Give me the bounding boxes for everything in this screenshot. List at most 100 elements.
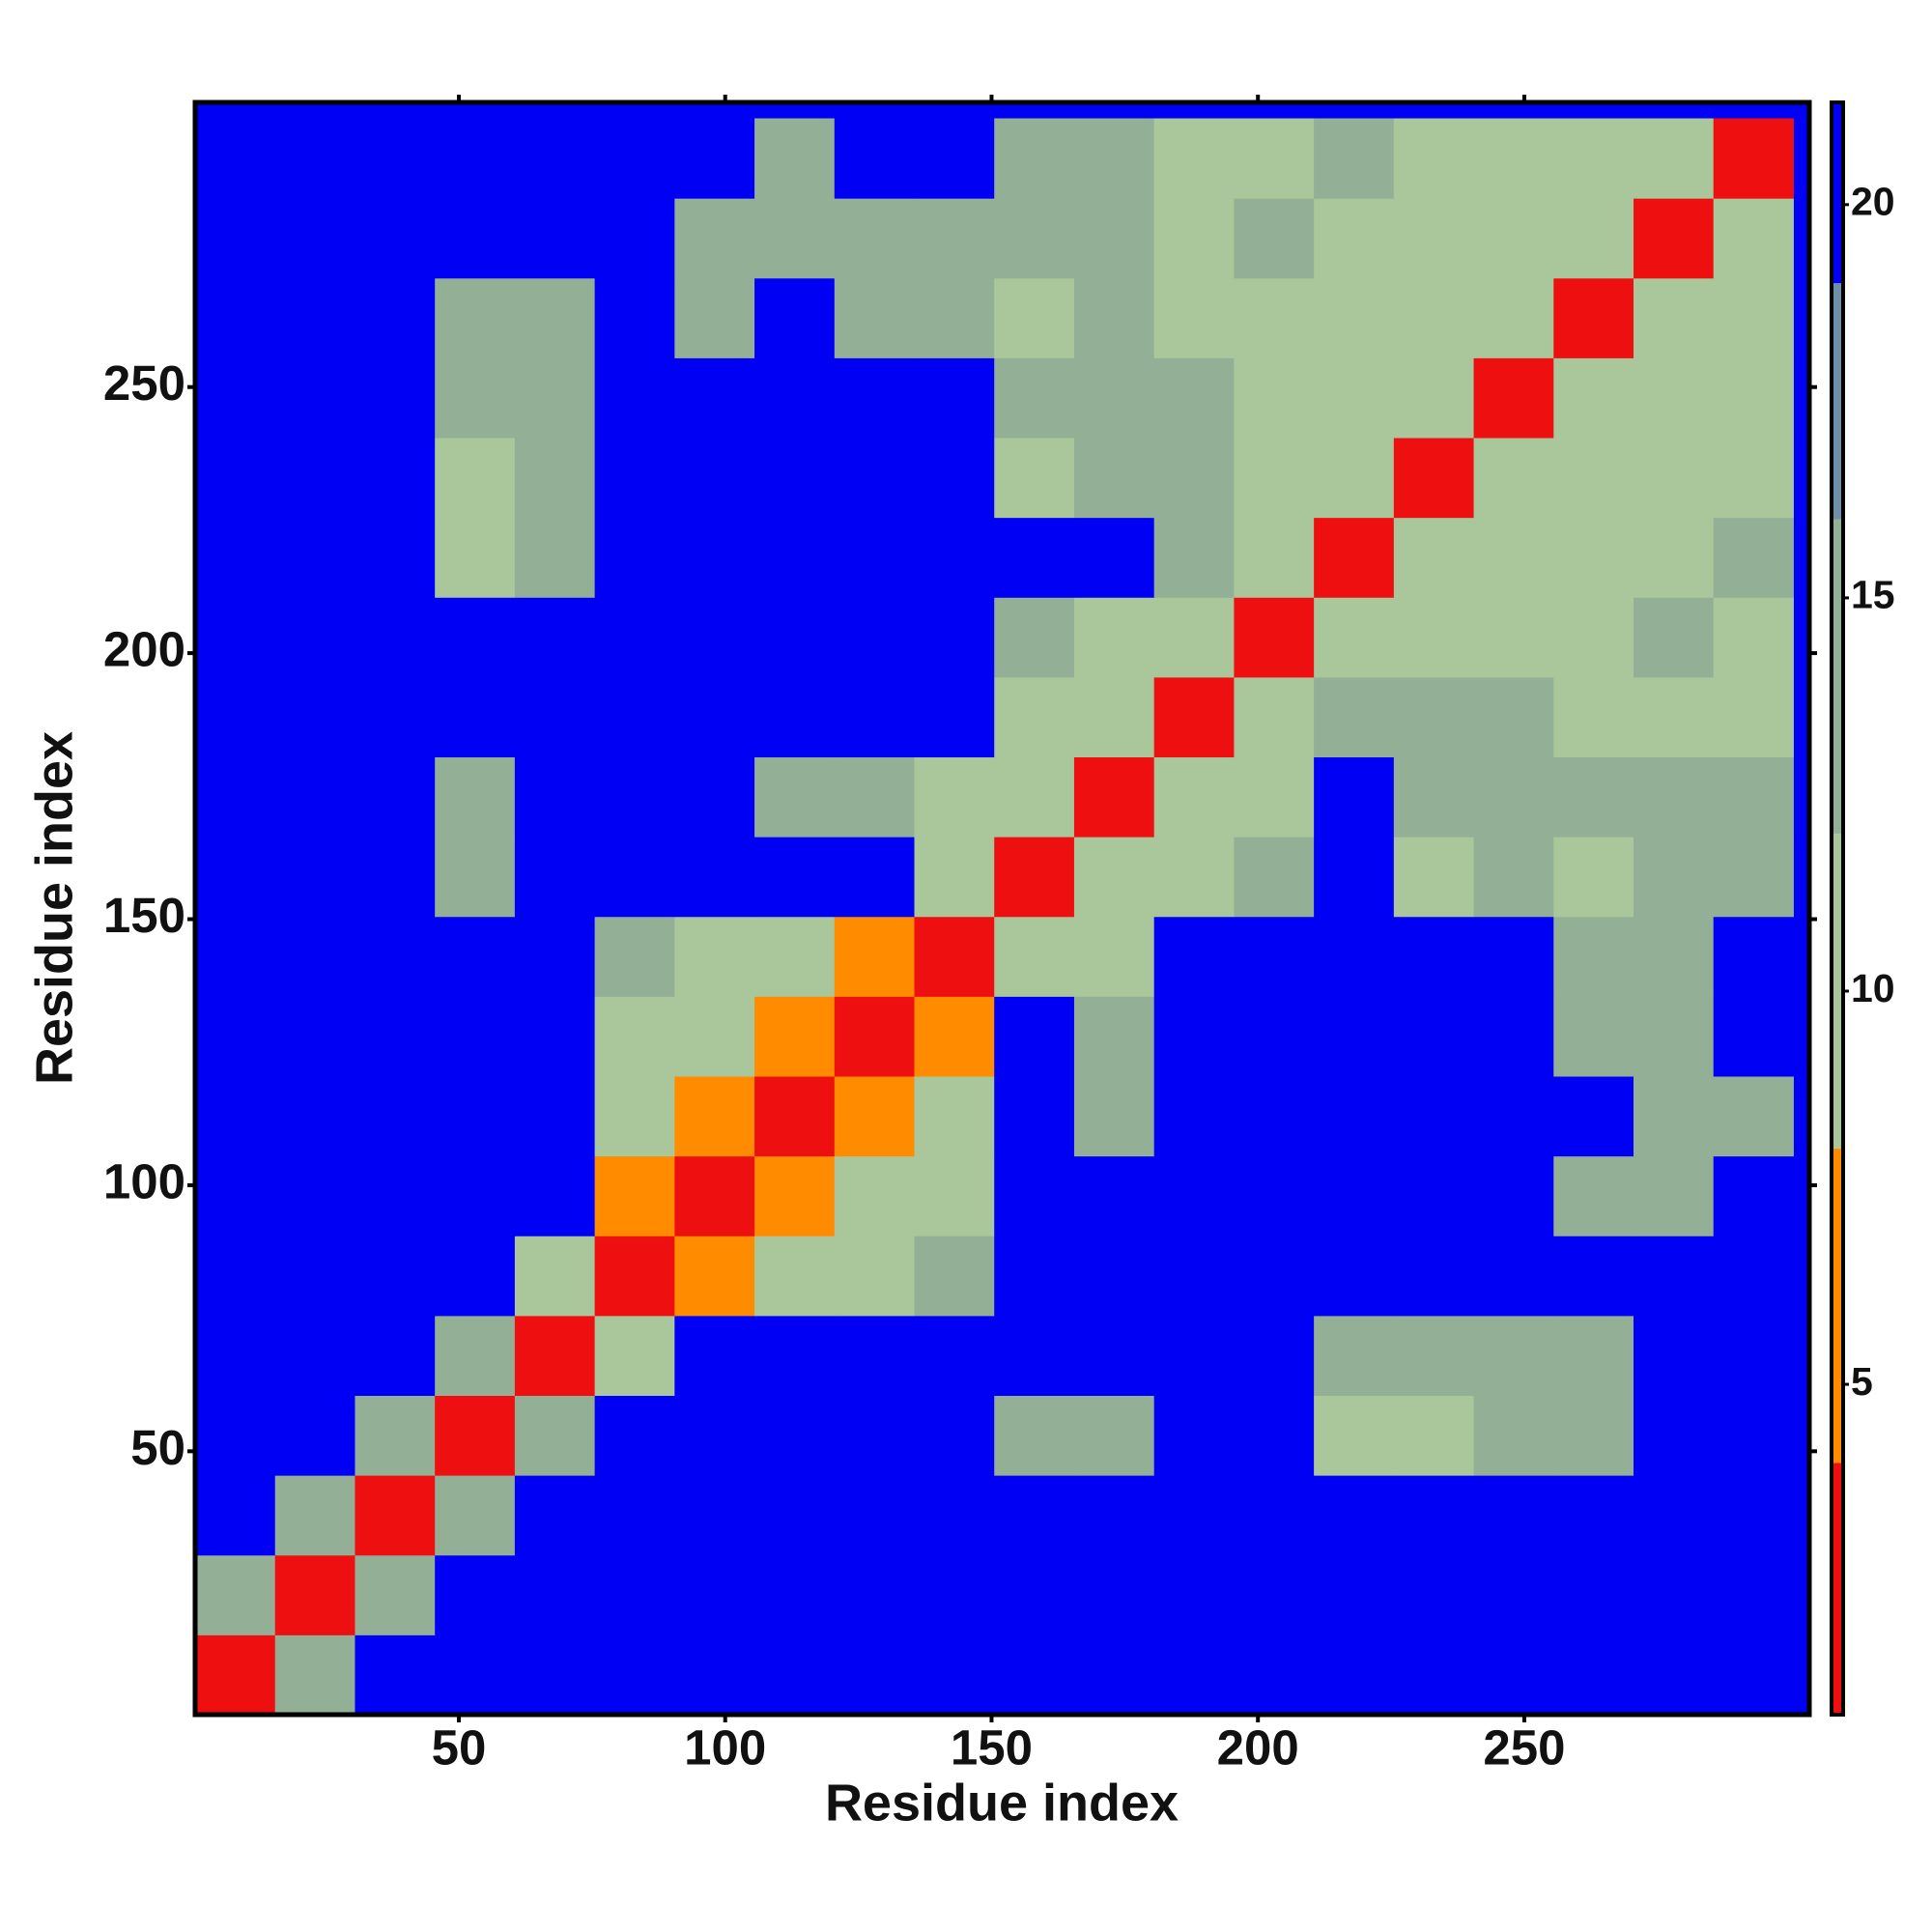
heatmap-cell [1073,1475,1155,1556]
heatmap-cell [1314,438,1395,519]
heatmap-cell [834,916,916,997]
heatmap-cell [195,198,276,279]
heatmap-cell [594,597,675,678]
heatmap-cell [1314,1315,1395,1397]
heatmap-cell [994,118,1075,199]
heatmap-cell [994,1395,1075,1476]
heatmap-cell [914,676,995,758]
heatmap-cell [754,1076,836,1157]
heatmap-cell [754,837,836,918]
heatmap-cell [594,1554,675,1635]
heatmap-cell [594,996,675,1077]
heatmap-cell [1153,837,1235,918]
heatmap-cell [1234,1475,1315,1556]
heatmap-cell [355,676,436,758]
heatmap-cell [1073,996,1155,1077]
heatmap-cell [914,277,995,358]
heatmap-cell [355,996,436,1077]
heatmap-cell [1473,916,1554,997]
heatmap-cell [674,1475,755,1556]
y-tick-label: 150 [103,888,185,943]
heatmap-cell [274,676,355,758]
heatmap-cell [1073,837,1155,918]
heatmap-cell [1234,357,1315,439]
heatmap-cell [1314,1554,1395,1635]
heatmap-cell [195,1554,276,1635]
heatmap-cell [1553,996,1634,1077]
colorbar-segment [1832,283,1843,520]
heatmap-cell [674,1315,755,1397]
heatmap-cell [435,438,516,519]
heatmap-cell [1553,756,1634,838]
heatmap-cell [514,1634,596,1716]
heatmap-cell [1713,118,1794,199]
x-tick-label: 200 [1217,1719,1299,1775]
heatmap-cell [1393,916,1475,997]
heatmap-cell [1713,1634,1794,1716]
heatmap-cell [1314,1475,1395,1556]
heatmap-cell [435,676,516,758]
heatmap-cell [594,1634,675,1716]
heatmap-cell [754,1236,836,1317]
heatmap-cell [435,517,516,598]
heatmap-cell [1634,517,1715,598]
heatmap-cell [1073,1634,1155,1716]
heatmap-cell [274,1554,355,1635]
heatmap-cell [834,1236,916,1317]
heatmap-cell [994,517,1075,598]
heatmap-cell [994,756,1075,838]
heatmap-cell [1153,1475,1235,1556]
heatmap-cell [355,1315,436,1397]
heatmap-cell [1473,1475,1554,1556]
heatmap-cell [914,357,995,439]
heatmap-cell [195,756,276,838]
heatmap-cell [355,597,436,678]
heatmap-cell [914,438,995,519]
heatmap-cell [914,1155,995,1236]
heatmap-cell [1553,837,1634,918]
heatmap-cell [514,916,596,997]
heatmap-cell [914,916,995,997]
heatmap-cell [1473,1634,1554,1716]
heatmap-cell [1473,837,1554,918]
heatmap-cell [914,597,995,678]
heatmap-cell [1153,1076,1235,1157]
colorbar-segment [1832,1463,1843,1715]
heatmap-cell [994,277,1075,358]
heatmap-cell [834,837,916,918]
heatmap-cell [435,357,516,439]
heatmap-cell [1713,676,1794,758]
heatmap-cell [1634,1634,1715,1716]
heatmap-cell [1713,756,1794,838]
heatmap-cell [1314,1076,1395,1157]
heatmap-cell [1473,676,1554,758]
x-tick-label: 100 [684,1719,766,1775]
heatmap-cell [195,996,276,1077]
heatmap-cell [1634,1395,1715,1476]
heatmap-cell [1713,597,1794,678]
heatmap-cell [914,1395,995,1476]
heatmap-cell [1634,1236,1715,1317]
heatmap-cell [834,1076,916,1157]
heatmap-cell [435,198,516,279]
heatmap-cell [355,1634,436,1716]
heatmap-cell [1314,198,1395,279]
heatmap-cell [1634,357,1715,439]
heatmap-cell [914,118,995,199]
x-tick-label: 150 [951,1719,1033,1775]
heatmap-cell [1073,118,1155,199]
heatmap-cell [834,438,916,519]
heatmap-cell [195,1155,276,1236]
heatmap-cell [1713,277,1794,358]
heatmap-cell [1553,198,1634,279]
heatmap-cell [1153,277,1235,358]
heatmap-cell [514,198,596,279]
heatmap-cell [834,118,916,199]
heatmap-cell [1153,916,1235,997]
heatmap-cell [1234,916,1315,997]
heatmap-cell [274,1475,355,1556]
heatmap-cell [834,996,916,1077]
heatmap-cell [1634,1475,1715,1556]
heatmap-cell [1393,277,1475,358]
heatmap-cell [754,756,836,838]
